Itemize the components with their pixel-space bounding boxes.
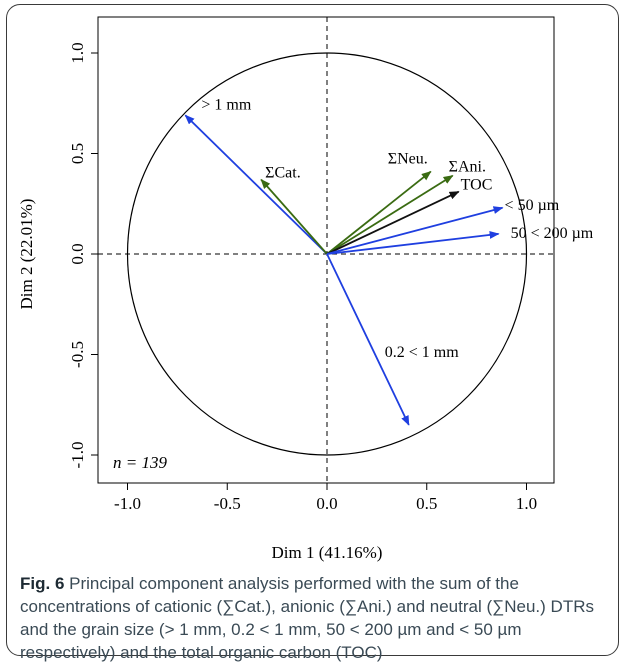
plot-area-border (97, 16, 555, 484)
caption-label: Fig. 6 (20, 574, 65, 593)
caption-text: Principal component analysis performed w… (20, 574, 594, 662)
y-tick-label: 0.0 (68, 243, 87, 264)
vector-arrow (326, 230, 500, 255)
vector-arrow (326, 253, 410, 426)
vector-label: 50 < 200 µm (511, 225, 594, 242)
vector-arrow (326, 170, 432, 255)
x-axis-label: Dim 1 (41.16%) (272, 543, 383, 562)
y-tick-label: 1.0 (68, 42, 87, 63)
y-axis-label: Dim 2 (22.01%) (17, 199, 36, 310)
x-tick-label: -1.0 (114, 494, 141, 513)
vector-arrow (326, 174, 454, 255)
sample-size-annotation: n = 139 (113, 453, 167, 472)
vector-label: ΣAni. (449, 159, 486, 176)
vector-label: 0.2 < 1 mm (385, 344, 459, 361)
vector-arrow (326, 190, 460, 255)
unit-circle (126, 52, 528, 456)
y-tick-label: 0.5 (68, 143, 87, 164)
vector-arrow (326, 206, 504, 255)
x-tick-label: 1.0 (516, 494, 537, 513)
y-tick-label: -1.0 (68, 442, 87, 469)
pca-chart: > 1 mm ΣCat. ΣNeu. ΣAni.TOC < 50 µm 50 < 200 … (17, 16, 594, 562)
figure-caption: Fig. 6 Principal component analysis perf… (20, 572, 610, 664)
y-tick-label: -0.5 (68, 341, 87, 368)
vector-label: > 1 mm (201, 96, 251, 113)
vector-label: < 50 µm (505, 197, 560, 214)
x-tick-label: -0.5 (214, 494, 241, 513)
vector-label: ΣNeu. (388, 151, 428, 168)
figure-frame (6, 4, 619, 656)
x-tick-label: 0.0 (316, 494, 337, 513)
vector-arrow (184, 114, 328, 255)
vector-label: ΣCat. (265, 165, 301, 182)
vector-label: TOC (461, 177, 493, 194)
vector-arrow (260, 178, 328, 255)
x-tick-label: 0.5 (416, 494, 437, 513)
